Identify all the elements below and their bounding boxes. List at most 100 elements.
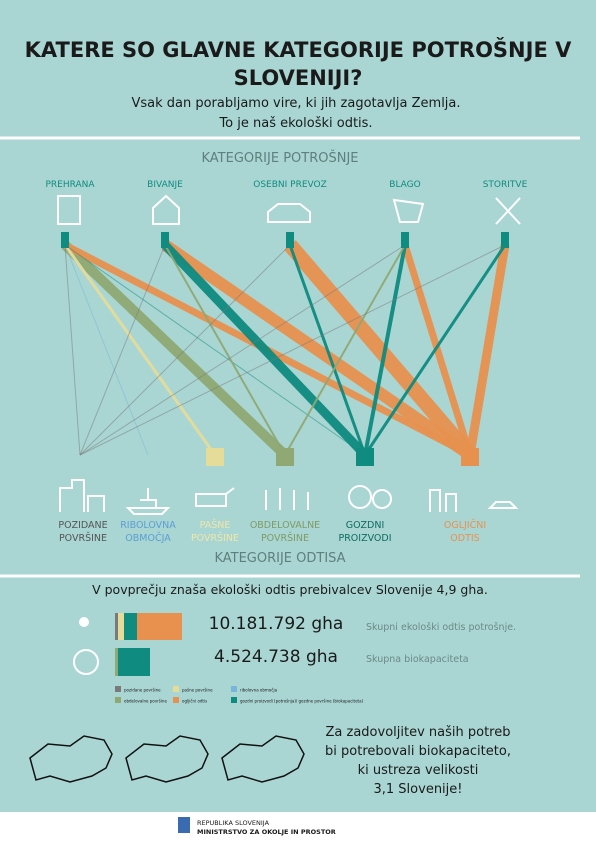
- flow: [465, 244, 510, 456]
- footprint-label: OBMOČJA: [125, 532, 171, 544]
- bar-segment: [115, 613, 118, 640]
- icon-car: [267, 203, 311, 223]
- footprint-label: POVRŠINE: [261, 532, 309, 544]
- category-label: STORITVE: [483, 180, 528, 190]
- flow: [401, 243, 474, 457]
- icon-tools: [495, 197, 521, 225]
- logo: [178, 817, 190, 833]
- legend-swatch: [115, 697, 121, 703]
- category-label: BIVANJE: [147, 180, 183, 190]
- footer-text: REPUBLIKA SLOVENIJA: [197, 819, 270, 827]
- legend-swatch: [173, 697, 179, 703]
- footprint-label: POVRŠINE: [59, 532, 107, 544]
- flow-node: [461, 448, 479, 466]
- legend-label: pašne površine: [182, 688, 213, 693]
- icon-tree: [348, 485, 372, 509]
- caption: Skupni ekološki odtis potrošnje.: [366, 622, 516, 633]
- section-heading: KATEGORIJE POTROŠNJE: [202, 150, 359, 166]
- subtitle: Vsak dan porabljamo vire, ki jih zagotav…: [131, 96, 460, 111]
- flow: [79, 244, 506, 456]
- flow-node: [61, 232, 69, 248]
- caption: Skupna biokapaciteta: [366, 654, 469, 665]
- map-slovenia: [125, 735, 209, 783]
- flow-node: [161, 232, 169, 248]
- flow-node: [501, 232, 509, 248]
- legend-swatch: [173, 686, 179, 692]
- amount: 4.524.738 gha: [214, 647, 338, 667]
- flow-node: [356, 448, 374, 466]
- flow: [61, 241, 289, 459]
- flow: [284, 240, 476, 460]
- flow-node: [286, 232, 294, 248]
- conclusion: bi potrebovali biokapaciteto,: [325, 744, 511, 759]
- flow-node: [206, 448, 224, 466]
- flow: [164, 244, 286, 456]
- footprint-label: GOZDNI: [346, 520, 385, 531]
- category-label: OSEBNI PREVOZ: [253, 180, 327, 190]
- conclusion: Za zadovoljitev naših potreb: [326, 725, 511, 740]
- flow: [363, 244, 507, 456]
- flow-node: [276, 448, 294, 466]
- legend-label: pozidane površine: [124, 688, 161, 693]
- footprint-label: OBDELOVALNE: [250, 520, 320, 531]
- flow: [64, 244, 366, 456]
- category-label: PREHRANA: [45, 180, 95, 190]
- footprint-label: POVRŠINE: [191, 532, 239, 544]
- icon-tree: [372, 489, 392, 509]
- icon-cart: [392, 198, 425, 223]
- category-label: BLAGO: [389, 180, 420, 190]
- flow: [161, 241, 369, 459]
- icons: [57, 194, 521, 675]
- flow: [79, 244, 166, 456]
- map-slovenia: [221, 735, 305, 783]
- icon-people: [79, 617, 89, 627]
- map-slovenia: [29, 735, 113, 783]
- flows: [61, 232, 510, 466]
- bar-segment: [124, 613, 137, 640]
- legend-swatch: [231, 697, 237, 703]
- flow: [363, 244, 407, 456]
- footprint-label: ODTIS: [450, 533, 479, 544]
- conclusion: ki ustreza velikosti: [358, 763, 479, 778]
- footprint-label: POZIDANE: [58, 520, 107, 531]
- amount: 10.181.792 gha: [209, 614, 344, 634]
- flow: [63, 244, 217, 456]
- summary-intro: V povprečju znaša ekološki odtis prebiva…: [92, 582, 488, 597]
- flow-node: [401, 232, 409, 248]
- icon-city: [59, 479, 105, 512]
- conclusion: 3,1 Slovenije!: [374, 782, 463, 797]
- flow: [284, 244, 406, 456]
- flow: [288, 244, 367, 456]
- legend-swatch: [115, 686, 121, 692]
- icon-factory: [429, 489, 519, 512]
- footprint-label: PROIZVODI: [338, 533, 391, 544]
- flow: [161, 240, 474, 460]
- icon-boat: [125, 488, 171, 515]
- legend-label: gozdni proizvodi (potrošnja)/ gozdne pov…: [240, 699, 364, 704]
- maps: [29, 735, 305, 783]
- flow: [79, 244, 406, 456]
- bars: [115, 613, 182, 676]
- flow: [64, 244, 81, 456]
- title: SLOVENIJI?: [234, 66, 363, 90]
- flow: [79, 244, 291, 456]
- footprint-label: OGLJIČNI: [444, 519, 486, 531]
- title: KATERE SO GLAVNE KATEGORIJE POTROŠNJE V: [25, 37, 572, 62]
- footprint-label: PAŠNE: [200, 519, 231, 531]
- icon-food: [57, 195, 81, 225]
- section-heading: KATEGORIJE ODTISA: [214, 551, 345, 566]
- icon-globe: [73, 649, 99, 675]
- legend-label: obdelovalne površine: [124, 699, 167, 704]
- legend-label: ribolovna območja: [240, 688, 278, 693]
- legend-swatch: [231, 686, 237, 692]
- footprint-label: RIBOLOVNA: [120, 520, 176, 531]
- footer-text: MINISTRSTVO ZA OKOLJE IN PROSTOR: [197, 828, 336, 836]
- legend-label: ogljični odtis: [182, 699, 207, 704]
- bar-segment: [115, 648, 118, 676]
- bar-segment: [137, 613, 182, 640]
- icon-grain: [265, 488, 309, 510]
- icon-house: [152, 194, 180, 225]
- bar-segment: [118, 648, 150, 676]
